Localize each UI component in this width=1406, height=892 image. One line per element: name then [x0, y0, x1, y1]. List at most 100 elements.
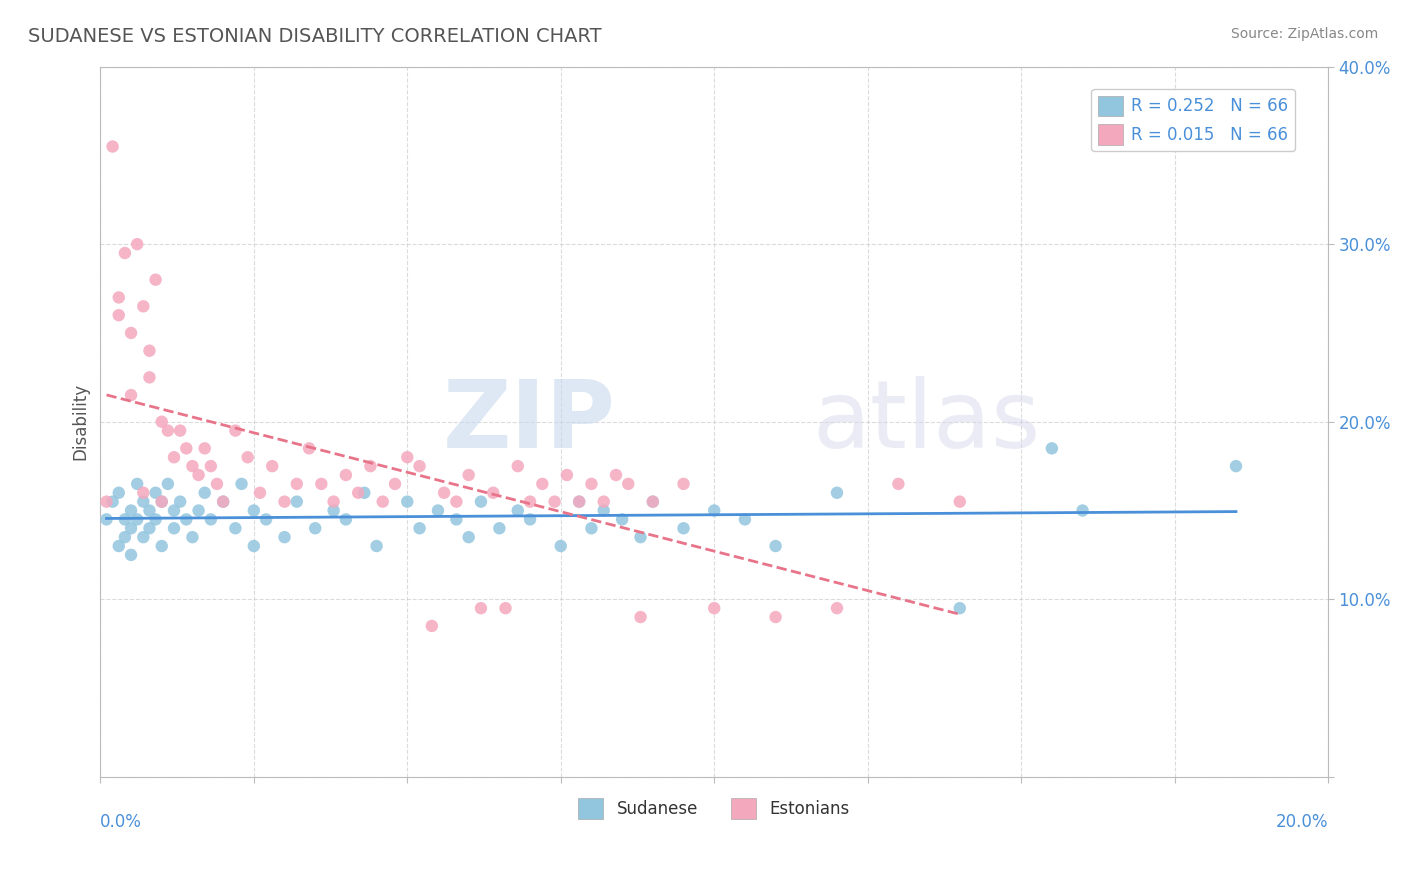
Point: [254, 512, 277, 526]
Point: [120, 388, 142, 402]
Point: [212, 494, 235, 508]
Point: [371, 494, 394, 508]
Point: [488, 521, 510, 535]
Point: [114, 512, 136, 526]
Point: [408, 521, 430, 535]
Point: [101, 139, 124, 153]
Point: [519, 494, 541, 508]
Point: [163, 450, 186, 465]
Text: 20.0%: 20.0%: [1275, 813, 1329, 830]
Point: [298, 442, 321, 456]
Point: [114, 530, 136, 544]
Point: [482, 485, 505, 500]
Point: [156, 424, 179, 438]
Point: [181, 459, 204, 474]
Point: [174, 442, 197, 456]
Point: [96, 494, 118, 508]
Point: [703, 503, 725, 517]
Point: [96, 512, 118, 526]
Point: [120, 548, 142, 562]
Point: [194, 442, 217, 456]
Point: [120, 326, 142, 340]
Point: [273, 530, 295, 544]
Point: [150, 539, 173, 553]
Point: [641, 494, 664, 508]
Point: [262, 459, 284, 474]
Point: [531, 476, 554, 491]
Point: [568, 494, 591, 508]
Point: [581, 521, 603, 535]
Point: [949, 601, 972, 615]
Text: Source: ZipAtlas.com: Source: ZipAtlas.com: [1230, 27, 1378, 41]
Point: [120, 521, 142, 535]
Point: [236, 450, 259, 465]
Point: [335, 468, 357, 483]
Point: [200, 459, 222, 474]
Point: [163, 503, 186, 517]
Point: [224, 521, 246, 535]
Point: [107, 485, 129, 500]
Point: [138, 503, 160, 517]
Point: [396, 450, 419, 465]
Point: [243, 503, 266, 517]
Point: [127, 512, 149, 526]
Point: [592, 503, 614, 517]
Point: [396, 494, 419, 508]
Point: [120, 503, 142, 517]
Point: [138, 343, 160, 358]
Point: [703, 601, 725, 615]
Point: [470, 494, 492, 508]
Point: [617, 476, 640, 491]
Point: [285, 494, 308, 508]
Point: [322, 494, 344, 508]
Point: [212, 494, 235, 508]
Point: [734, 512, 756, 526]
Point: [384, 476, 406, 491]
Point: [132, 299, 155, 313]
Point: [205, 476, 228, 491]
Point: [187, 468, 209, 483]
Point: [145, 512, 167, 526]
Y-axis label: Disability: Disability: [72, 384, 89, 460]
Point: [132, 485, 155, 500]
Point: [359, 459, 381, 474]
Point: [765, 610, 787, 624]
Point: [433, 485, 456, 500]
Point: [224, 424, 246, 438]
Point: [408, 459, 430, 474]
Point: [630, 530, 652, 544]
Point: [187, 503, 209, 517]
Point: [114, 246, 136, 260]
Point: [1225, 459, 1247, 474]
Point: [181, 530, 204, 544]
Point: [150, 494, 173, 508]
Point: [127, 476, 149, 491]
Point: [1071, 503, 1094, 517]
Point: [519, 512, 541, 526]
Point: [672, 476, 695, 491]
Point: [592, 494, 614, 508]
Point: [107, 539, 129, 553]
Point: [163, 521, 186, 535]
Point: [610, 512, 633, 526]
Legend: Sudanese, Estonians: Sudanese, Estonians: [572, 792, 856, 825]
Point: [446, 494, 468, 508]
Point: [495, 601, 517, 615]
Point: [506, 459, 529, 474]
Point: [169, 424, 191, 438]
Point: [132, 494, 155, 508]
Point: [672, 521, 695, 535]
Point: [457, 468, 479, 483]
Text: SUDANESE VS ESTONIAN DISABILITY CORRELATION CHART: SUDANESE VS ESTONIAN DISABILITY CORRELAT…: [28, 27, 602, 45]
Point: [132, 530, 155, 544]
Point: [138, 521, 160, 535]
Point: [420, 619, 443, 633]
Point: [630, 610, 652, 624]
Point: [304, 521, 326, 535]
Point: [156, 476, 179, 491]
Point: [145, 273, 167, 287]
Point: [127, 237, 149, 252]
Point: [335, 512, 357, 526]
Point: [243, 539, 266, 553]
Point: [555, 468, 578, 483]
